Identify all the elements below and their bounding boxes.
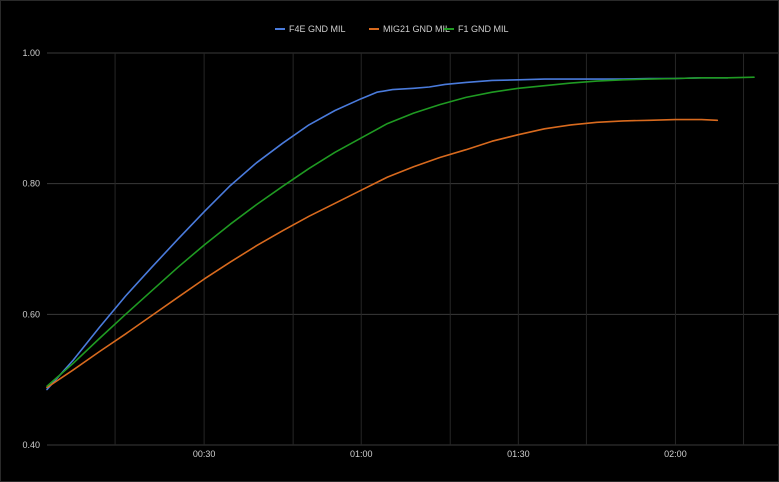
y-tick-label: 0.60 xyxy=(22,309,40,319)
legend-item: F4E GND MIL xyxy=(275,24,346,34)
y-tick-label: 1.00 xyxy=(22,48,40,58)
legend-label: F4E GND MIL xyxy=(289,24,346,34)
series-line-3 xyxy=(46,76,755,387)
x-tick-label: 02:00 xyxy=(664,449,687,459)
legend-label: MIG21 GND MIL xyxy=(383,24,450,34)
legend-label: F1 GND MIL xyxy=(458,24,509,34)
legend-item: F1 GND MIL xyxy=(444,24,509,34)
grid xyxy=(47,52,778,446)
legend-item: MIG21 GND MIL xyxy=(369,24,450,34)
x-axis-ticks: 00:30 01:00 01:30 02:00 xyxy=(193,449,687,459)
y-axis-ticks: 0.40 0.60 0.80 1.00 xyxy=(22,48,40,450)
y-tick-label: 0.80 xyxy=(22,179,40,189)
series-line-2 xyxy=(46,118,719,389)
x-tick-label: 00:30 xyxy=(193,449,216,459)
y-tick-label: 0.40 xyxy=(22,440,40,450)
legend: F4E GND MIL MIG21 GND MIL F1 GND MIL xyxy=(275,24,509,34)
series-lines xyxy=(46,76,755,391)
x-tick-label: 01:30 xyxy=(507,449,530,459)
series-line-1 xyxy=(46,77,729,391)
x-tick-label: 01:00 xyxy=(350,449,373,459)
